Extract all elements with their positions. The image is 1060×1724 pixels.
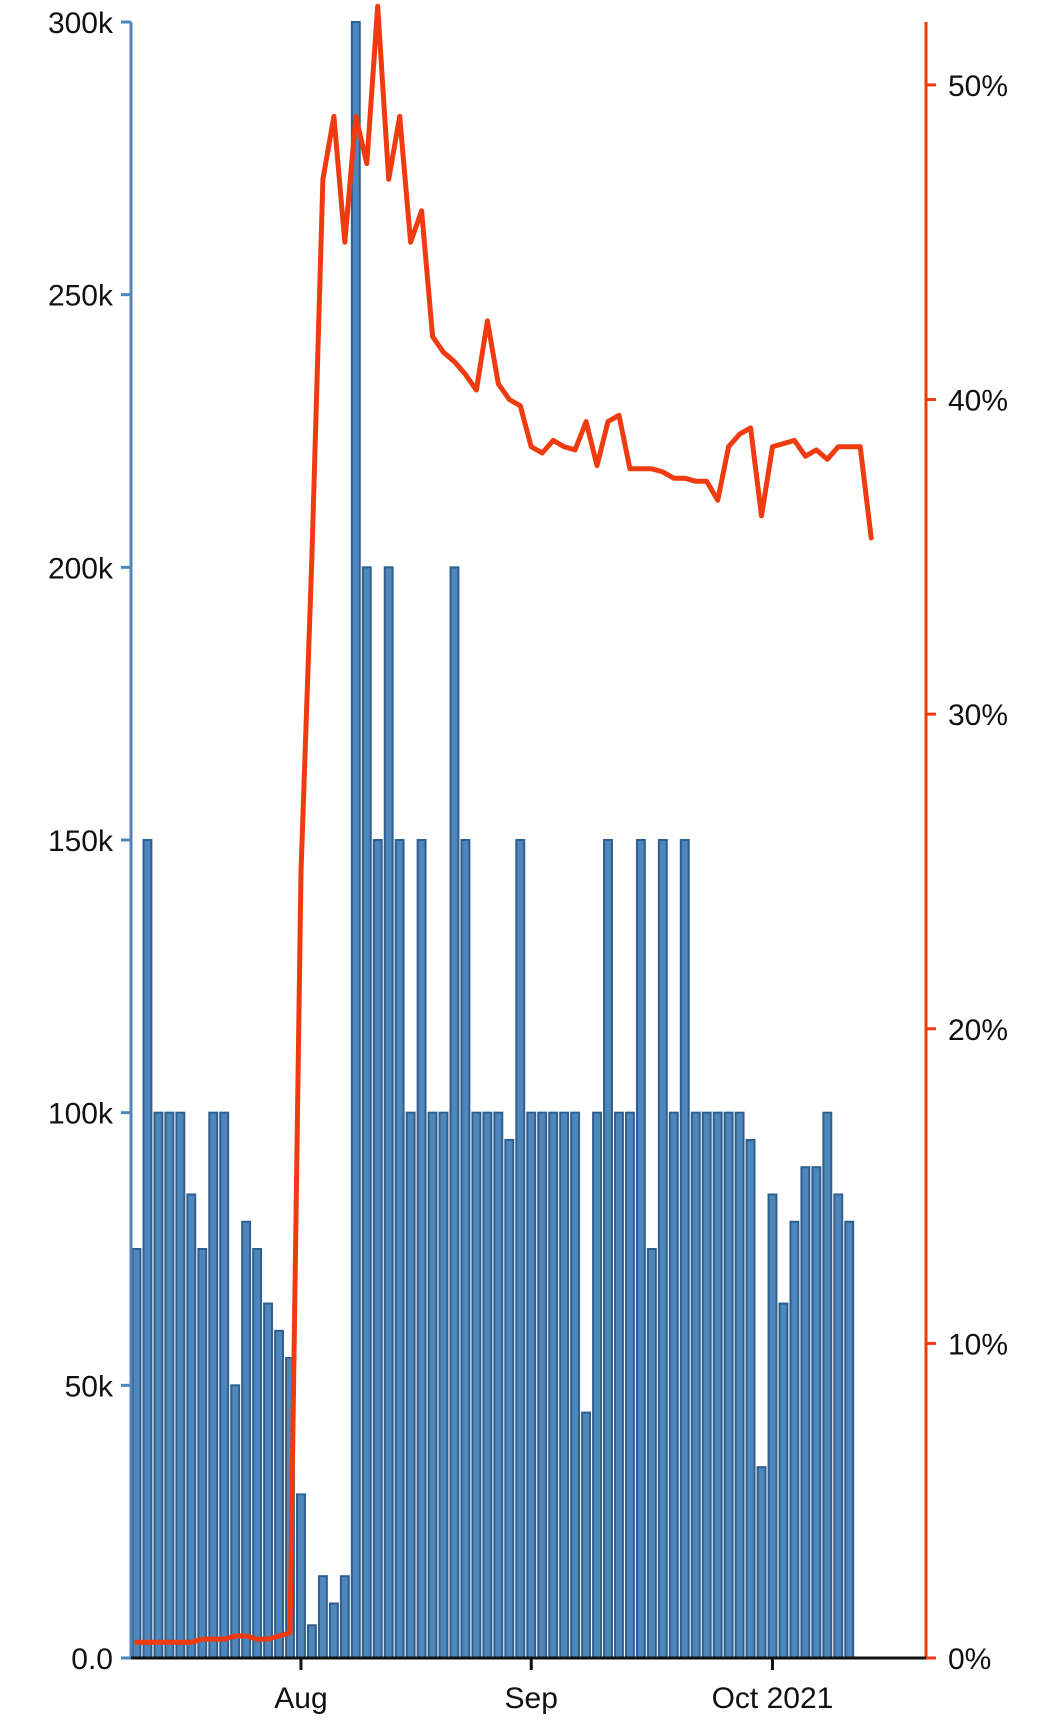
bar [778,1302,789,1659]
bar [427,1111,438,1659]
bar [723,1111,734,1659]
bar [416,839,427,1659]
bar [317,1575,328,1659]
left-tick-label: 50k [65,1370,114,1403]
bar [756,1466,767,1659]
bar [614,1111,624,1659]
bar [668,1111,679,1659]
bar [603,839,613,1659]
bar [460,839,471,1659]
left-tick-label: 250k [48,280,114,313]
bar-series [131,21,855,1660]
bar [263,1302,274,1659]
bar [515,839,526,1659]
left-tick-label: 150k [48,825,114,858]
bar [504,1138,515,1659]
bar [646,1248,657,1659]
bar [592,1111,602,1659]
right-tick-label: 50% [948,70,1008,103]
left-tick-label: 300k [48,7,114,40]
right-tick-label: 20% [948,1014,1008,1047]
bar [131,1248,142,1659]
bar [142,839,153,1659]
left-tick-label: 100k [48,1098,114,1131]
bar [482,1111,493,1659]
bar [844,1220,855,1659]
bar [438,1111,449,1659]
bar [734,1111,745,1659]
line-series [134,3,874,1645]
bar [789,1220,800,1659]
bar [822,1111,833,1659]
bar [581,1411,592,1659]
bar [219,1111,230,1659]
right-tick-label: 0% [948,1643,991,1676]
right-tick-label: 40% [948,385,1008,418]
bar [493,1111,504,1659]
bar [570,1111,581,1659]
bar [383,566,394,1659]
bar [635,839,646,1659]
bar [241,1220,252,1659]
bar [361,566,372,1659]
bar [537,1111,548,1659]
bar [306,1624,317,1660]
x-tick-label: Sep [505,1682,558,1715]
bar [153,1111,164,1659]
bar [230,1384,241,1660]
bar [526,1111,537,1659]
x-tick-label: Aug [274,1682,327,1715]
bar [394,839,405,1659]
bar [274,1329,284,1660]
bar [186,1193,197,1659]
bar [745,1138,756,1659]
bar [197,1248,208,1659]
bar [175,1111,186,1659]
bar [657,839,668,1659]
bar [712,1111,723,1659]
bar [548,1111,559,1659]
bar [372,839,383,1659]
bar [624,1111,635,1659]
bar [350,21,361,1659]
right-tick-label: 10% [948,1328,1008,1361]
bar [164,1111,175,1659]
bar [252,1248,263,1659]
x-tick-label: Oct 2021 [712,1682,834,1715]
left-tick-label: 0.0 [71,1643,113,1676]
bar [208,1111,219,1659]
bar [800,1166,811,1659]
bar [833,1193,844,1659]
bar [405,1111,416,1659]
bar [339,1575,350,1659]
right-tick-label: 30% [948,699,1008,732]
bar [811,1166,822,1659]
axes: 0.0 50k 100k 150k 200k 250k 300k 0% 10% 20% 30% 40%… [48,7,1008,1715]
bar [471,1111,482,1659]
bar [328,1602,339,1660]
bar [690,1111,701,1659]
bar [449,566,460,1659]
bar [679,839,690,1659]
bar [559,1111,570,1659]
bar [767,1193,778,1659]
bar [296,1493,306,1660]
left-tick-label: 200k [48,552,114,585]
bar [701,1111,712,1659]
line-series-group [134,3,874,1645]
